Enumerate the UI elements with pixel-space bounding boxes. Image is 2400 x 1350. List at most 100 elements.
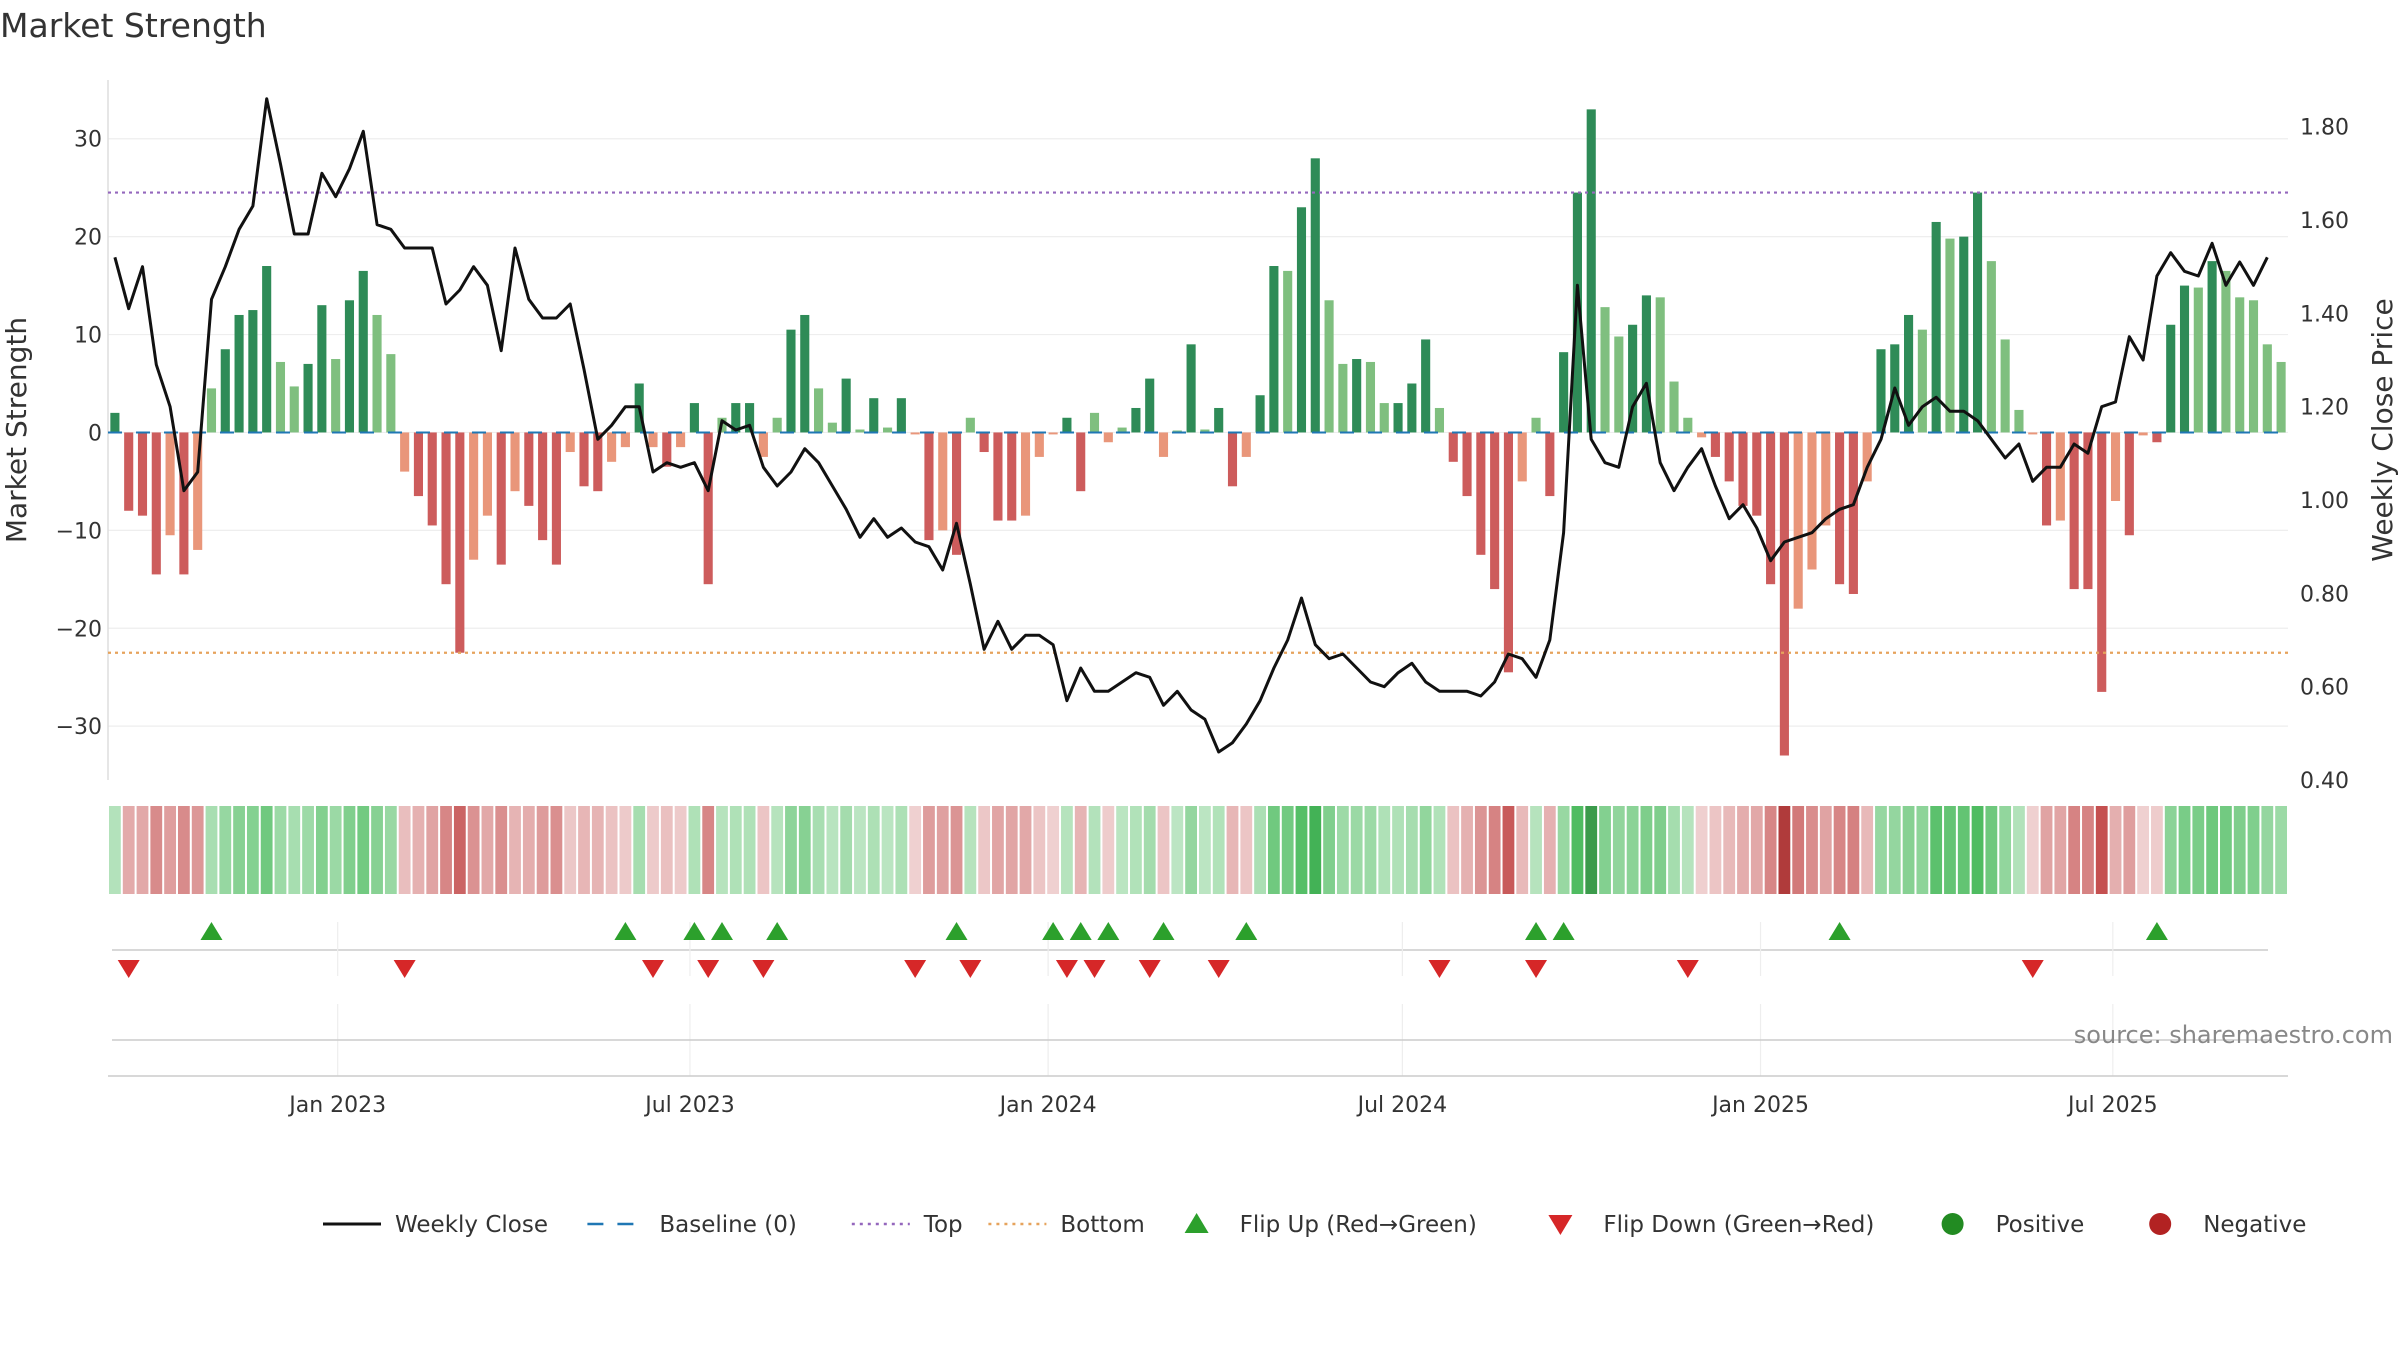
heat-cell: [219, 806, 232, 894]
strength-bar: [951, 432, 962, 555]
flip-up-marker: [2145, 922, 2168, 940]
strength-bar: [1655, 297, 1665, 433]
flip-up-marker: [1069, 922, 1092, 940]
strength-bar: [579, 432, 589, 487]
strength-bar: [524, 432, 534, 506]
strength-bar: [331, 359, 341, 433]
heat-cell: [1902, 806, 1915, 894]
heat-cell: [992, 806, 1004, 894]
strength-bar: [1793, 432, 1803, 609]
heat-cell: [2026, 806, 2039, 894]
strength-bar: [1669, 381, 1679, 433]
flip-up-marker: [945, 922, 968, 940]
strength-bar: [1227, 432, 1238, 487]
heat-cell: [453, 806, 466, 894]
heat-cell: [909, 806, 922, 894]
heat-cell: [647, 806, 659, 894]
heat-cell: [785, 806, 797, 894]
strength-bar: [220, 349, 230, 433]
heat-cell: [1212, 806, 1225, 894]
heat-cell: [2247, 806, 2260, 894]
heat-cell: [2095, 806, 2108, 894]
y-tick-label: 10: [74, 324, 102, 349]
strength-bar: [1876, 349, 1886, 433]
strength-bar: [110, 412, 120, 433]
legend-label: Flip Down (Green→Red): [1603, 1212, 1874, 1238]
heat-cell: [702, 806, 715, 894]
strength-bar: [1145, 378, 1155, 433]
heat-cell: [1447, 806, 1460, 894]
heat-cell: [1254, 806, 1266, 894]
heat-cell: [136, 806, 149, 894]
heat-cell: [357, 806, 370, 894]
heat-cell: [923, 806, 935, 894]
strength-bar: [179, 432, 189, 575]
heat-cell: [1267, 806, 1280, 894]
heat-cell: [1488, 806, 1501, 894]
x-tick-label: Jul 2023: [643, 1093, 735, 1118]
heat-cell: [1916, 806, 1929, 894]
strength-bar: [1448, 432, 1458, 462]
heat-cell: [1847, 806, 1860, 894]
strength-bar: [262, 266, 272, 433]
heat-cell: [2137, 806, 2150, 894]
y2-tick-label: 1.60: [2300, 209, 2349, 234]
strength-bar: [1503, 432, 1513, 673]
heat-cell: [2013, 806, 2025, 894]
heat-cell: [246, 806, 259, 894]
strength-bar: [2248, 300, 2259, 433]
heat-cell: [1985, 806, 1998, 894]
y-tick-label: 20: [74, 226, 102, 251]
heat-cell: [122, 806, 135, 894]
strength-bar: [1862, 432, 1872, 482]
heat-cell: [2275, 806, 2287, 894]
heat-cell: [978, 806, 991, 894]
strength-bar: [1531, 417, 1541, 433]
flip-down-marker: [117, 960, 140, 978]
strength-bar: [855, 429, 865, 433]
heat-cell: [1792, 806, 1805, 894]
strength-bar: [413, 432, 423, 497]
strength-bar: [2276, 361, 2286, 433]
heat-cell: [1599, 806, 1611, 894]
strength-bar: [896, 398, 906, 433]
strength-bar: [1945, 238, 1955, 433]
strength-bar: [1158, 432, 1169, 457]
strength-bar: [1517, 432, 1527, 482]
strength-bar: [565, 432, 575, 453]
strength-bar: [1779, 432, 1789, 756]
strength-bar: [2207, 261, 2217, 433]
heat-cell: [1543, 806, 1556, 894]
strength-bar: [827, 422, 837, 433]
strength-bar: [1462, 432, 1472, 497]
heat-cell: [302, 806, 314, 894]
heat-cell: [1061, 806, 1073, 894]
strength-bar: [2069, 432, 2079, 590]
flip-down-marker: [1138, 960, 1161, 978]
heat-cell: [426, 806, 439, 894]
strength-bar: [1641, 295, 1651, 433]
strength-bar: [358, 270, 368, 433]
x-tick-label: Jul 2024: [1356, 1093, 1448, 1118]
strength-bar: [1821, 432, 1831, 526]
y2-tick-label: 0.60: [2300, 676, 2349, 701]
strength-bar: [1117, 427, 1127, 433]
strength-bar: [1007, 432, 1017, 521]
heat-cell: [1833, 806, 1846, 894]
heat-cell: [1626, 806, 1639, 894]
y-tick-label: −20: [56, 617, 102, 642]
strength-bar: [1310, 158, 1320, 433]
heat-cell: [109, 806, 121, 894]
strength-bar: [1089, 412, 1100, 433]
heat-cell: [716, 806, 728, 894]
flip-down-marker: [1525, 960, 1548, 978]
legend-label: Positive: [1996, 1212, 2085, 1238]
legend-item: Flip Up (Red→Green): [1184, 1212, 1477, 1238]
strength-bar: [1324, 300, 1334, 433]
strength-bar: [2138, 432, 2148, 436]
heat-cell: [1681, 806, 1694, 894]
strength-bar: [1628, 324, 1638, 433]
heat-cell: [1474, 806, 1487, 894]
strength-bar: [1572, 192, 1582, 433]
